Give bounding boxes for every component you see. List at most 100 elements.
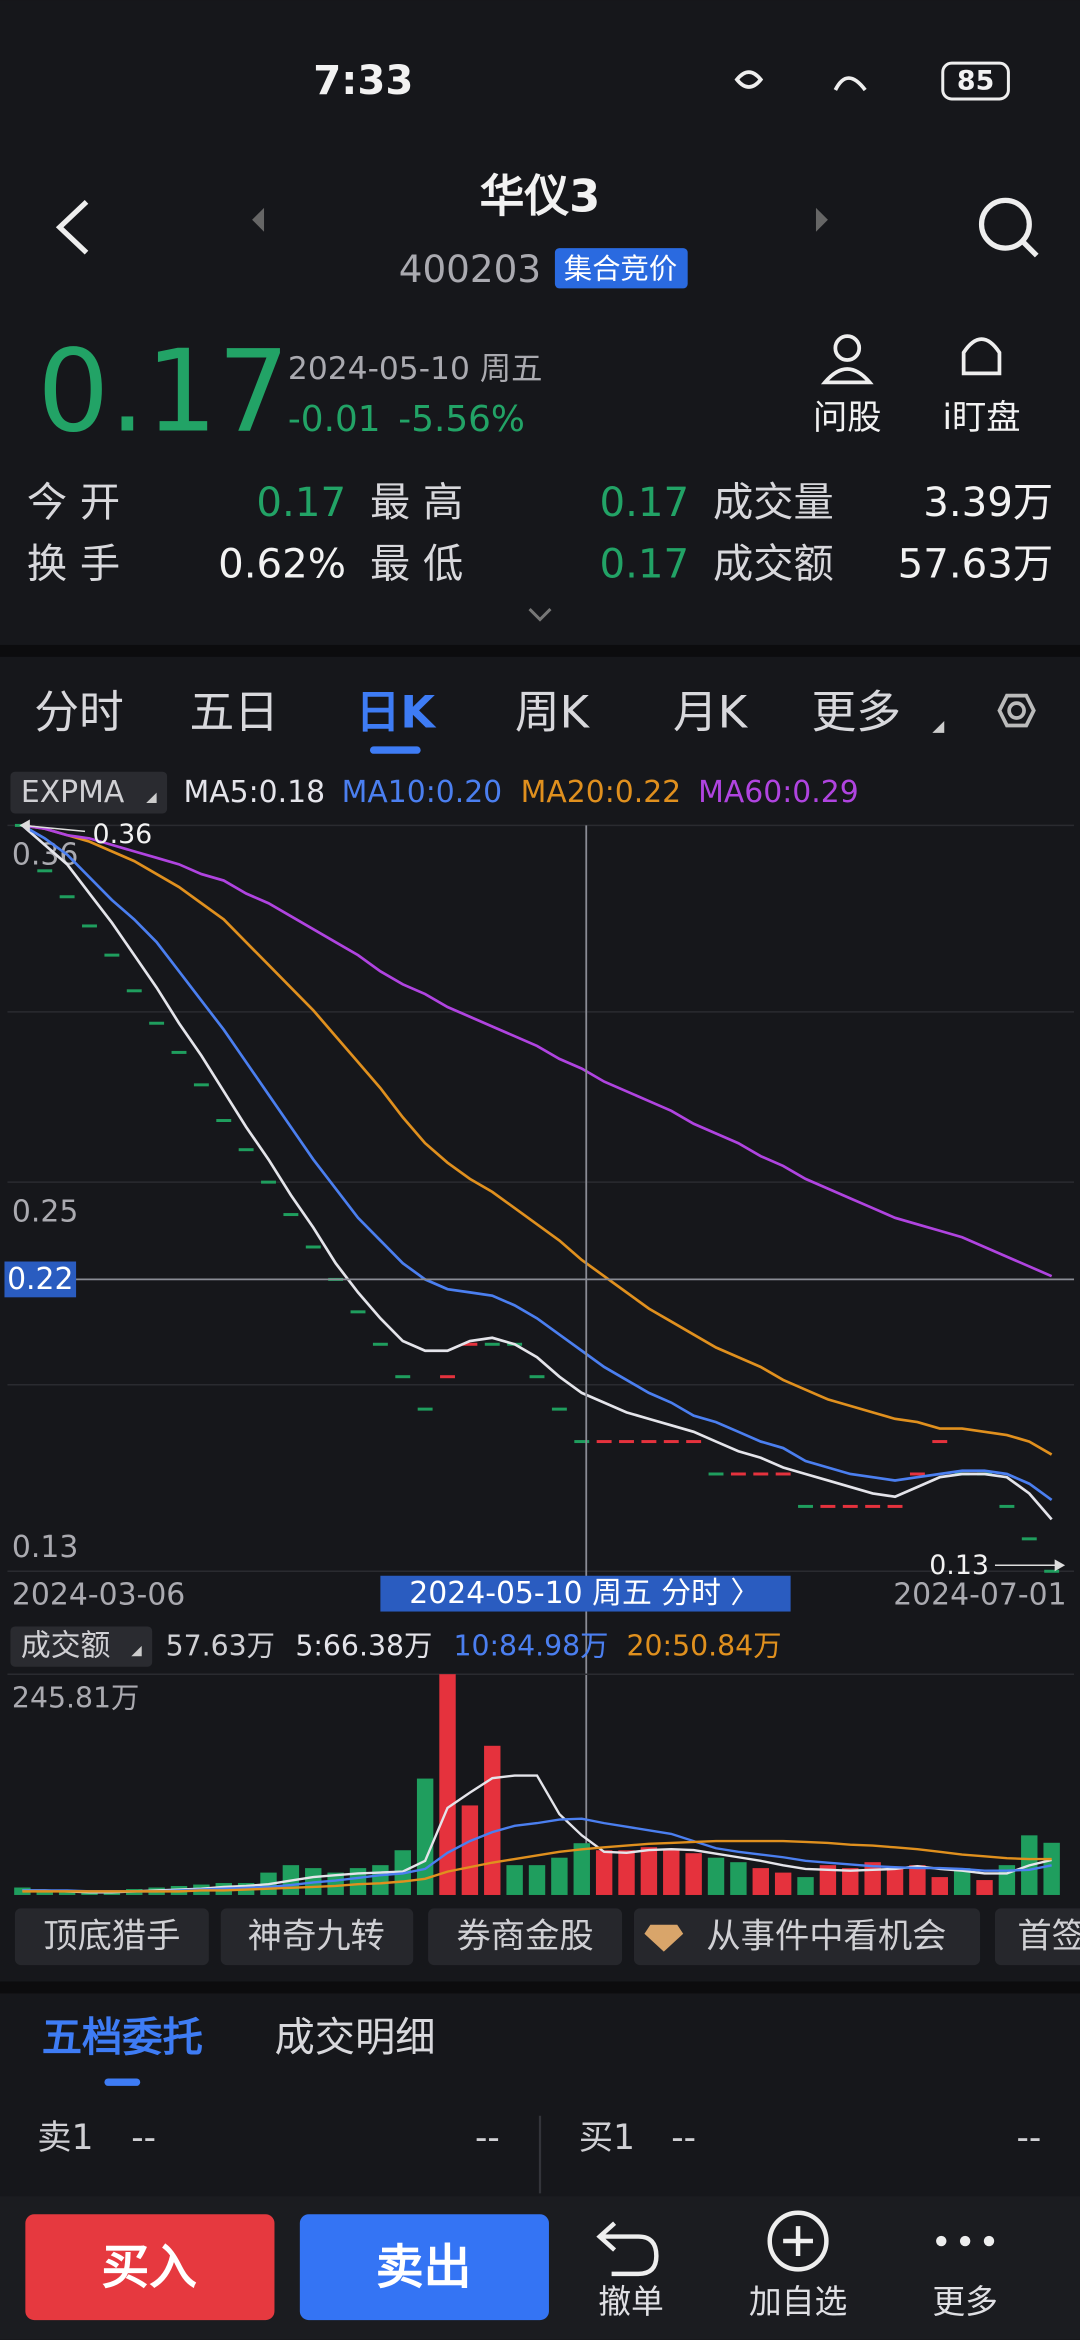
volume-bar (81, 1892, 98, 1895)
status-tag: 集合竞价 (564, 253, 677, 286)
orderbook-price: -- (131, 2118, 156, 2158)
volume-bar (819, 1865, 837, 1895)
volume-bar (953, 1868, 971, 1895)
add-watch-icon[interactable] (767, 2210, 829, 2272)
tool-chip-label[interactable]: 神奇九转 (248, 1917, 385, 1957)
bell-icon[interactable] (961, 337, 1002, 376)
tool-chip[interactable] (994, 1908, 1080, 1966)
tool-chip[interactable] (14, 1908, 209, 1966)
chart-tab[interactable]: 日K (356, 686, 438, 739)
back-icon[interactable] (55, 199, 89, 255)
orderbook-tab[interactable]: 成交明细 (274, 2015, 435, 2061)
price-change-pct: -5.56% (398, 399, 525, 440)
expand-icon[interactable] (528, 608, 552, 622)
volume-bar (439, 1674, 456, 1895)
orderbook-volume: -- (475, 2118, 500, 2158)
stat-label: 最 高 (370, 480, 463, 526)
tool-chip-label[interactable]: 顶底猎手 (43, 1917, 180, 1957)
last-price: 0.17 (37, 325, 289, 457)
volume-bar (58, 1892, 76, 1895)
crosshair-date[interactable]: 2024-05-10 周五 分时 〉 (409, 1576, 760, 1611)
ma-line (22, 824, 1053, 1456)
tool-chip[interactable] (428, 1908, 623, 1966)
y-tick-label: 0.25 (12, 1194, 78, 1229)
orderbook-tab[interactable]: 五档委托 (42, 2015, 203, 2061)
volume-bar (797, 1877, 814, 1895)
next-icon[interactable] (815, 207, 828, 232)
stat-value: 57.63万 (898, 541, 1054, 587)
orderbook-price: -- (671, 2118, 696, 2158)
volume-value: 57.63万 (166, 1629, 275, 1662)
volume-bar (663, 1850, 680, 1895)
tool-chip[interactable] (220, 1908, 414, 1966)
status-icons (734, 70, 867, 92)
indicator-name: EXPMA (21, 775, 125, 810)
section-divider (0, 644, 1080, 657)
battery-icon (941, 61, 1010, 101)
crosshair-price: 0.22 (7, 1262, 73, 1297)
watch-button[interactable]: i盯盘 (942, 398, 1020, 438)
y-tick-label: 245.81万 (12, 1682, 139, 1715)
tool-chip-label[interactable]: 首签 (1017, 1917, 1080, 1957)
quote-date: 2024-05-10 周五 (288, 351, 543, 387)
ask-icon-body (820, 367, 874, 385)
volume-bar (506, 1865, 523, 1895)
high-mark: 0.36 (92, 819, 152, 850)
stat-label: 今 开 (27, 480, 120, 526)
orderbook-level: 买1 (579, 2118, 635, 2158)
volume-bar (327, 1872, 344, 1895)
chart-tab[interactable]: 周K (515, 686, 591, 739)
volume-ma-line (22, 1839, 1052, 1893)
bottom-action[interactable]: 撤单 (598, 2283, 664, 2321)
tool-chip[interactable] (633, 1908, 981, 1966)
settings-icon[interactable] (997, 693, 1036, 728)
ask-button[interactable]: 问股 (813, 398, 882, 438)
sell-button[interactable]: 卖出 (376, 2240, 471, 2295)
legend-entry: MA5:0.18 (183, 775, 325, 810)
indicator-chip[interactable] (10, 1626, 153, 1667)
stock-name: 华仪3 (480, 169, 601, 222)
chart-tab[interactable]: 五日 (189, 686, 278, 739)
legend-entry: 5:66.38万 (295, 1629, 432, 1662)
legend-entry: 20:50.84万 (627, 1629, 782, 1662)
ask-icon[interactable] (833, 334, 862, 362)
active-tab-underline (369, 746, 421, 754)
x-label: 2024-07-01 (893, 1578, 1066, 1613)
crosshair-date-bg[interactable] (380, 1575, 791, 1612)
orderbook-level: 卖1 (37, 2118, 93, 2158)
crosshair-price-bg (4, 1261, 77, 1298)
volume-bar (842, 1868, 859, 1895)
diamond-icon (644, 1924, 684, 1952)
battery-level: 85 (957, 66, 994, 97)
bottom-action[interactable]: 更多 (932, 2283, 998, 2321)
chart-tab[interactable]: 更多 (811, 686, 901, 739)
volume-bar (36, 1890, 53, 1895)
buy-button-bg[interactable] (25, 2214, 275, 2321)
bottom-action[interactable]: 加自选 (749, 2283, 847, 2321)
volume-bar (1043, 1842, 1060, 1895)
chart-tab[interactable]: 月K (673, 686, 749, 739)
stat-label: 成交量 (713, 480, 834, 526)
volume-bar (484, 1745, 501, 1895)
legend-entry: MA60:0.29 (698, 775, 859, 810)
volume-bar (931, 1877, 948, 1895)
prev-icon[interactable] (252, 207, 265, 232)
chart-tab[interactable]: 分时 (34, 686, 124, 739)
tool-chip-label[interactable]: 从事件中看机会 (706, 1917, 946, 1957)
buy-button[interactable]: 买入 (101, 2240, 197, 2295)
tool-chip-label[interactable]: 券商金股 (456, 1917, 593, 1957)
stat-value: 0.17 (600, 541, 690, 587)
legend-entry: MA10:0.20 (342, 775, 503, 810)
volume-bar (685, 1853, 702, 1895)
indicator-chip[interactable] (10, 771, 168, 814)
volume-bar (618, 1850, 635, 1895)
undo-icon[interactable] (596, 2221, 659, 2277)
add-watch-plus (783, 2226, 813, 2256)
sell-button-bg[interactable] (299, 2214, 549, 2321)
volume-bar (774, 1872, 792, 1895)
y-tick-label: 0.13 (12, 1530, 78, 1565)
search-icon[interactable] (978, 197, 1032, 251)
